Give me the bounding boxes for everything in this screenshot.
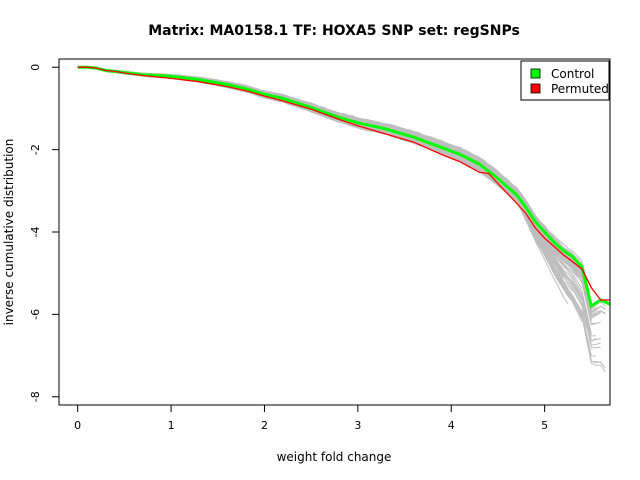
permutation-line <box>77 66 606 315</box>
y-axis-label: inverse cumulative distribution <box>2 139 16 326</box>
permutation-line <box>77 66 601 313</box>
permutation-lines <box>77 65 606 373</box>
permutation-line <box>77 66 588 282</box>
permutation-line <box>77 66 597 311</box>
series-lines <box>77 65 611 309</box>
permutation-line <box>77 66 559 256</box>
permutation-line <box>77 65 588 289</box>
permutation-line <box>77 66 564 255</box>
permutation-line <box>77 65 606 306</box>
permutation-line <box>77 66 573 258</box>
x-axis-label: weight fold change <box>277 450 392 464</box>
permutation-line <box>77 65 564 248</box>
permutation-line <box>77 66 573 256</box>
permutation-line <box>77 66 601 320</box>
permutation-line <box>77 66 606 318</box>
permutation-line <box>77 65 564 248</box>
y-axis: 0 -2 -4 -6 -8 <box>29 64 60 402</box>
permutation-line <box>77 66 564 260</box>
permutation-line <box>77 66 564 260</box>
permutation-line <box>77 65 606 310</box>
series-line-control <box>77 65 611 309</box>
permutation-line <box>77 66 578 275</box>
x-tick-label: 1 <box>168 419 175 432</box>
permutation-line <box>77 66 588 294</box>
permutation-line <box>77 66 569 257</box>
permutation-line <box>77 66 578 278</box>
permutation-line <box>77 66 597 357</box>
y-tick-label: -6 <box>29 309 42 320</box>
legend: Control Permuted <box>520 60 610 101</box>
permutation-line <box>77 66 606 317</box>
permutation-line <box>77 66 564 256</box>
y-tick-label: 0 <box>29 64 42 71</box>
x-tick-label: 0 <box>74 419 81 432</box>
permutation-line <box>77 66 606 313</box>
x-axis: 0 1 2 3 4 5 <box>74 404 548 432</box>
permutation-line <box>77 66 578 267</box>
legend-label-permuted: Permuted <box>551 82 609 96</box>
permutation-line <box>77 66 564 253</box>
permutation-line <box>77 66 564 252</box>
permutation-line <box>77 66 573 259</box>
x-tick-label: 4 <box>448 419 455 432</box>
permutation-line <box>77 66 569 305</box>
permutation-line <box>77 66 583 289</box>
y-tick-label: -4 <box>29 227 42 238</box>
permutation-line <box>77 66 606 306</box>
permutation-line <box>77 66 578 270</box>
chart-title: Matrix: MA0158.1 TF: HOXA5 SNP set: regS… <box>148 23 520 39</box>
permutation-line <box>77 65 559 248</box>
permutation-line <box>77 66 564 251</box>
y-tick-label: -2 <box>29 144 42 155</box>
permutation-line <box>77 66 564 249</box>
legend-swatch-permuted <box>530 83 541 94</box>
permutation-line <box>77 66 588 337</box>
x-tick-label: 2 <box>261 419 268 432</box>
permutation-line <box>77 66 583 277</box>
permutation-line <box>77 66 559 248</box>
legend-label-control: Control <box>551 67 594 81</box>
permutation-line <box>77 66 569 260</box>
permutation-line <box>77 66 578 272</box>
legend-box <box>520 60 610 101</box>
permutation-line <box>77 66 583 322</box>
permutation-line <box>77 66 564 261</box>
permutation-line <box>77 66 573 264</box>
series-line-permuted <box>77 66 610 301</box>
x-tick-label: 5 <box>541 419 548 432</box>
permutation-line <box>77 66 573 254</box>
permutation-line <box>77 66 573 266</box>
x-tick-label: 3 <box>354 419 361 432</box>
permutation-line <box>77 65 597 309</box>
permutation-line <box>77 65 588 285</box>
y-tick-label: -8 <box>29 391 42 402</box>
permutation-line <box>77 66 573 261</box>
permutation-line <box>77 66 559 246</box>
permutation-line <box>77 66 601 320</box>
legend-swatch-control <box>530 68 541 79</box>
permutation-line <box>77 67 569 257</box>
permutation-line <box>77 66 564 255</box>
